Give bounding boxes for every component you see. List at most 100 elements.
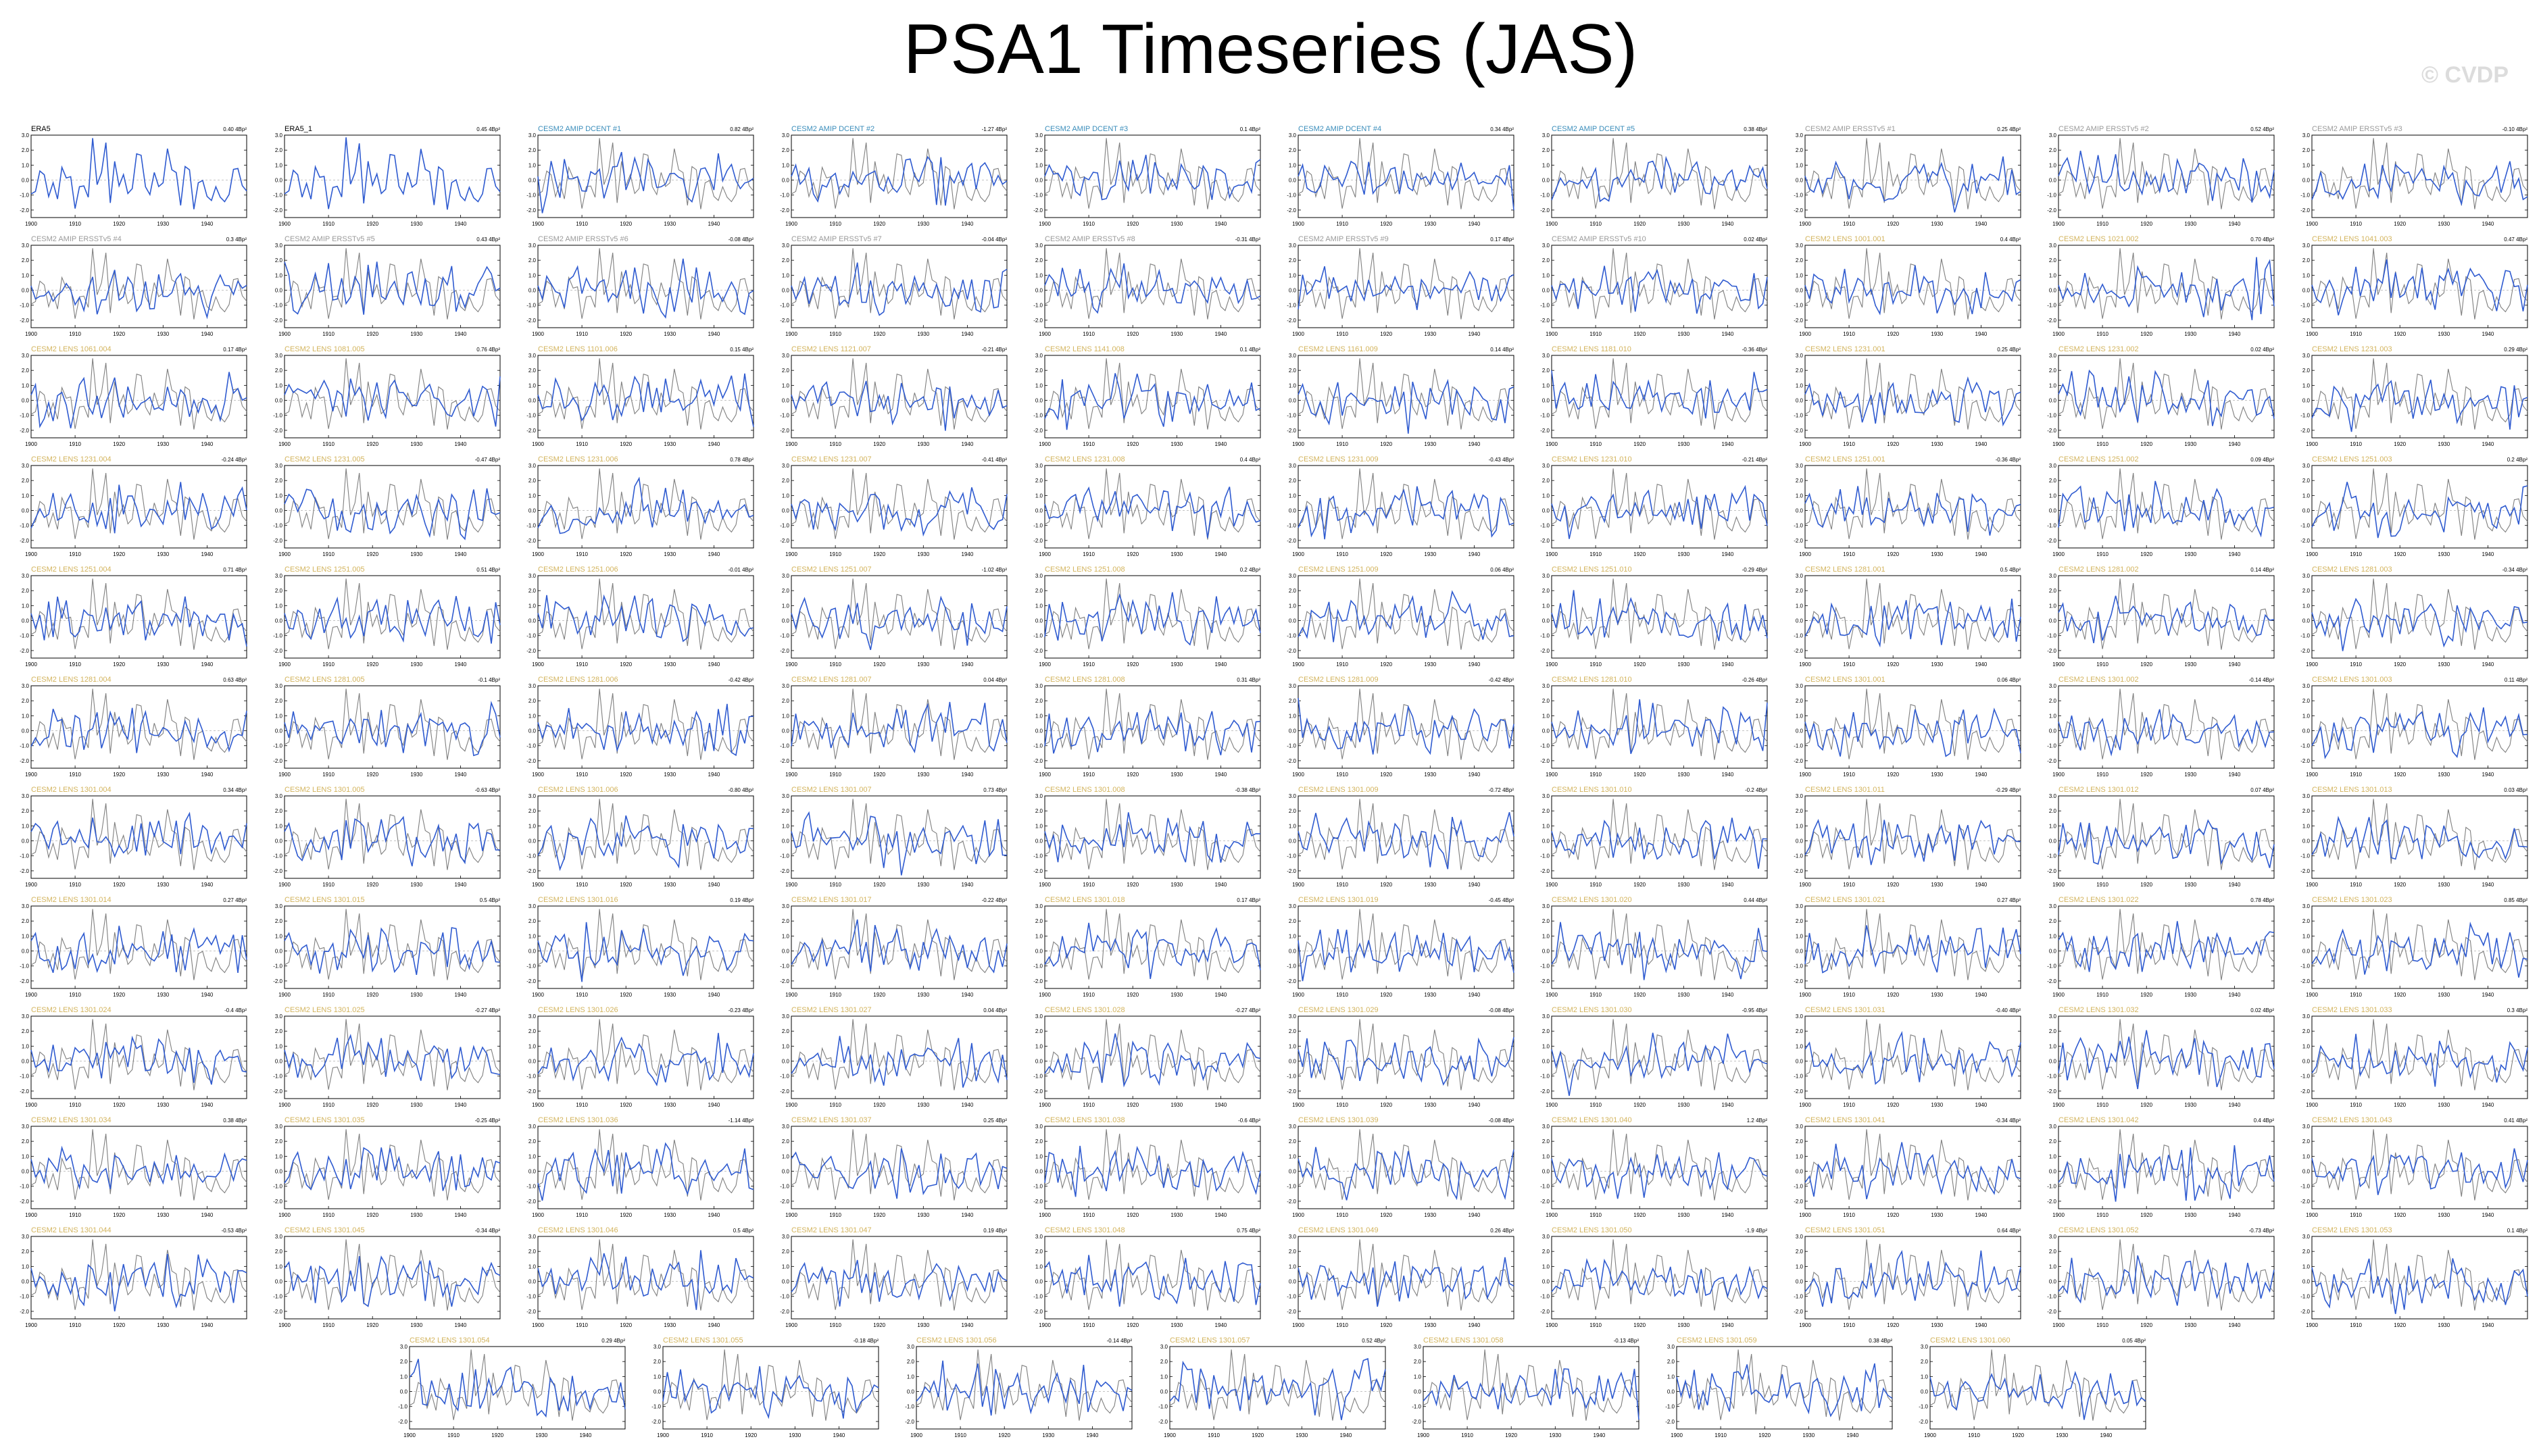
x-tick-label: 1910 xyxy=(69,1322,81,1328)
y-tick-label: 2.0 xyxy=(275,1249,283,1255)
y-tick-label: -1.0 xyxy=(1919,1404,1928,1410)
x-tick-label: 1920 xyxy=(1633,1212,1646,1218)
panel-title: CESM2 LENS 1301.029 xyxy=(1298,1006,1379,1014)
x-tick-label: 1920 xyxy=(1633,1322,1646,1328)
x-tick-label: 1920 xyxy=(1633,661,1646,668)
x-tick-label: 1920 xyxy=(1633,221,1646,227)
x-tick-label: 1920 xyxy=(1127,1102,1139,1108)
x-tick-label: 1940 xyxy=(1975,331,1988,337)
y-tick-label: 3.0 xyxy=(782,1013,790,1020)
y-tick-label: 2.0 xyxy=(1542,1138,1550,1145)
x-tick-label: 1930 xyxy=(1170,882,1183,888)
y-tick-label: 2.0 xyxy=(2302,1028,2311,1034)
x-tick-label: 1940 xyxy=(455,882,467,888)
y-tick-label: 1.0 xyxy=(1796,272,1804,278)
x-tick-label: 1930 xyxy=(664,992,676,998)
y-tick-label: 0.0 xyxy=(2302,1279,2311,1285)
x-tick-label: 1910 xyxy=(1336,551,1348,557)
y-tick-label: 3.0 xyxy=(1796,243,1804,249)
x-tick-label: 1940 xyxy=(1469,331,1481,337)
y-tick-label: 0.0 xyxy=(275,949,283,955)
plot-frame xyxy=(537,465,754,549)
y-tick-label: -1.0 xyxy=(398,1404,408,1410)
obs-series-line xyxy=(1298,1129,1514,1201)
x-tick-label: 1910 xyxy=(2096,992,2108,998)
y-tick-label: 2.0 xyxy=(1796,257,1804,263)
y-tick-label: -2.0 xyxy=(1540,538,1550,544)
model-series-line xyxy=(1298,1147,1514,1201)
y-tick-label: 3.0 xyxy=(653,1344,662,1350)
x-tick-label: 1920 xyxy=(2394,441,2406,447)
x-tick-label: 1900 xyxy=(2306,1212,2318,1218)
plot-frame xyxy=(2058,134,2275,218)
y-tick-label: 1.0 xyxy=(1796,1263,1804,1270)
obs-series-line xyxy=(1044,799,1261,870)
x-tick-label: 1930 xyxy=(157,882,169,888)
x-tick-label: 1920 xyxy=(2140,221,2152,227)
y-tick-label: -1.0 xyxy=(273,1184,282,1190)
obs-series-line xyxy=(30,248,247,320)
x-tick-label: 1940 xyxy=(1469,1212,1481,1218)
y-tick-label: 0.0 xyxy=(1542,1059,1550,1065)
y-tick-label: -1.0 xyxy=(780,1184,789,1190)
obs-series-line xyxy=(2058,688,2275,760)
x-tick-label: 1920 xyxy=(873,331,885,337)
plot-frame xyxy=(284,905,501,989)
x-tick-label: 1900 xyxy=(1039,331,1051,337)
x-tick-label: 1930 xyxy=(917,992,929,998)
panel: CESM2 LENS 1301.047 0.19 4Bp²3.02.01.00.0… xyxy=(780,1226,1008,1328)
y-tick-label: 1.0 xyxy=(1035,603,1043,609)
panel-title: CESM2 AMIP DCENT #5 xyxy=(1552,125,1635,133)
x-tick-label: 1910 xyxy=(1083,661,1095,668)
y-tick-label: -2.0 xyxy=(1033,978,1043,984)
panel-title: CESM2 LENS 1301.036 xyxy=(538,1116,618,1124)
y-tick-label: 3.0 xyxy=(782,132,790,139)
y-tick-label: 2.0 xyxy=(2049,147,2057,153)
panel-title: CESM2 LENS 1301.057 xyxy=(1170,1336,1250,1345)
x-tick-label: 1900 xyxy=(2052,1322,2065,1328)
panel-stat: -0.72 4Bp² xyxy=(1489,787,1514,793)
y-tick-label: -1.0 xyxy=(20,413,29,419)
y-tick-label: 1.0 xyxy=(275,162,283,168)
model-series-line xyxy=(791,595,1008,651)
y-tick-label: -2.0 xyxy=(20,1199,29,1205)
y-tick-label: -2.0 xyxy=(1794,538,1803,544)
x-tick-label: 1900 xyxy=(1164,1432,1176,1438)
panel-stat: -0.31 4Bp² xyxy=(1235,236,1261,243)
y-tick-label: -2.0 xyxy=(526,758,536,764)
y-tick-label: -1.0 xyxy=(1540,1074,1550,1080)
y-tick-label: -2.0 xyxy=(1794,868,1803,874)
model-series-line xyxy=(791,701,1008,754)
panel-title: CESM2 LENS 1281.003 xyxy=(2312,566,2392,574)
y-tick-label: 2.0 xyxy=(2302,1249,2311,1255)
model-series-line xyxy=(1298,590,1514,643)
x-tick-label: 1920 xyxy=(2140,1212,2152,1218)
y-tick-label: -2.0 xyxy=(1794,1309,1803,1315)
y-tick-label: -2.0 xyxy=(1033,1088,1043,1095)
y-tick-label: -2.0 xyxy=(2300,868,2310,874)
y-tick-label: -2.0 xyxy=(2300,318,2310,324)
x-tick-label: 1910 xyxy=(322,1102,335,1108)
panel-title: CESM2 LENS 1301.047 xyxy=(791,1226,872,1234)
x-tick-label: 1920 xyxy=(2394,772,2406,778)
model-series-line xyxy=(1551,484,1768,539)
panel-title: CESM2 LENS 1301.031 xyxy=(1805,1006,1885,1014)
x-tick-label: 1900 xyxy=(1292,1102,1304,1108)
y-tick-label: 3.0 xyxy=(275,793,283,799)
y-tick-label: 0.0 xyxy=(1289,1169,1297,1175)
obs-series-line xyxy=(284,248,501,320)
x-tick-label: 1940 xyxy=(2482,661,2494,668)
y-tick-label: -2.0 xyxy=(1287,538,1296,544)
x-tick-label: 1920 xyxy=(2140,661,2152,668)
panel: CESM2 LENS 1301.040 1.2 4Bp²3.02.01.00.0-… xyxy=(1540,1116,1768,1218)
panel: CESM2 LENS 1301.050 -1.9 4Bp²3.02.01.00.0… xyxy=(1540,1226,1768,1328)
panel: CESM2 LENS 1301.035 -0.25 4Bp²3.02.01.00.… xyxy=(273,1116,501,1218)
obs-series-line xyxy=(1804,688,2021,760)
y-tick-label: -1.0 xyxy=(780,523,789,529)
x-tick-label: 1900 xyxy=(2052,1102,2065,1108)
x-tick-label: 1930 xyxy=(1677,551,1689,557)
model-series-line xyxy=(1298,378,1514,434)
panel: CESM2 LENS 1281.006 -0.42 4Bp²3.02.01.00.… xyxy=(526,676,754,778)
x-tick-label: 1920 xyxy=(1633,551,1646,557)
model-series-line xyxy=(791,380,1008,431)
